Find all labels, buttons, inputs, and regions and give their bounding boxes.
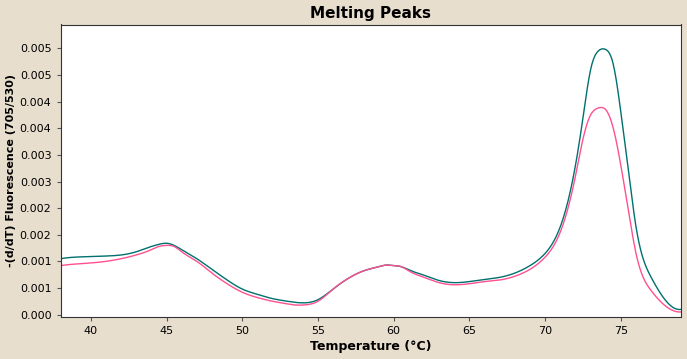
X-axis label: Temperature (°C): Temperature (°C) [311, 340, 431, 354]
Y-axis label: -(d/dT) Fluorescence (705/530): -(d/dT) Fluorescence (705/530) [5, 74, 16, 267]
Title: Melting Peaks: Melting Peaks [311, 5, 431, 20]
